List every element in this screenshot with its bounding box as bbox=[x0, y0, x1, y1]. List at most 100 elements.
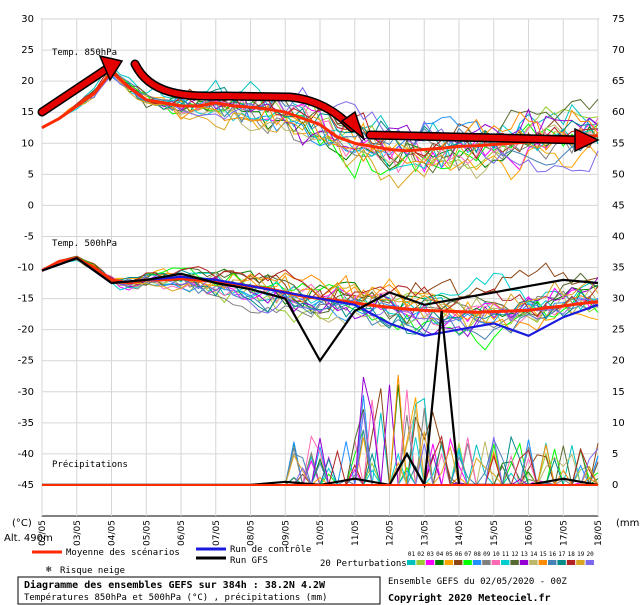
right-tick-label: 25 bbox=[612, 325, 625, 336]
perturbation-swatch bbox=[472, 560, 482, 565]
perturbation-id: 05 bbox=[445, 551, 453, 558]
right-unit-label: (mm) bbox=[616, 518, 640, 529]
right-tick-label: 0 bbox=[612, 480, 618, 491]
x-tick-label: 09/05 bbox=[281, 520, 291, 546]
right-tick-label: 10 bbox=[612, 418, 625, 429]
arrow-stable bbox=[367, 132, 583, 143]
x-tick-label: 07/05 bbox=[212, 520, 222, 546]
x-tick-label: 14/05 bbox=[455, 520, 465, 546]
right-tick-label: 55 bbox=[612, 138, 625, 149]
x-tick-label: 15/05 bbox=[490, 520, 500, 546]
perturbation-id: 18 bbox=[568, 551, 576, 558]
perturbation-id: 08 bbox=[474, 551, 482, 558]
perturbation-swatch bbox=[566, 560, 576, 565]
right-tick-label: 40 bbox=[612, 231, 625, 242]
arrow-fall-head bbox=[340, 110, 366, 142]
perturbation-id: 16 bbox=[549, 551, 557, 558]
perturbation-id: 07 bbox=[464, 551, 472, 558]
perturbation-id: 04 bbox=[436, 551, 444, 558]
chart-title: Diagramme des ensembles GEFS sur 384h : … bbox=[24, 579, 326, 591]
x-tick-label: 02/05 bbox=[38, 520, 48, 546]
perturbation-swatch bbox=[529, 560, 538, 565]
perturbation-swatch bbox=[407, 560, 416, 565]
left-tick-label: -10 bbox=[18, 263, 34, 274]
legend-control-label: Run de contrôle bbox=[230, 544, 311, 555]
arrow-stable-head bbox=[574, 127, 600, 153]
x-tick-label: 03/05 bbox=[73, 520, 83, 546]
x-tick-label: 17/05 bbox=[559, 520, 569, 546]
perturbation-id: 06 bbox=[455, 551, 463, 558]
left-tick-label: 30 bbox=[21, 14, 34, 25]
perturbation-swatch bbox=[557, 560, 566, 565]
x-tick-label: 04/05 bbox=[108, 520, 118, 546]
arrow-fall bbox=[132, 61, 355, 131]
series-line-0 bbox=[41, 69, 599, 153]
perturbation-id: 03 bbox=[427, 551, 435, 558]
left-unit-label: (°C) bbox=[12, 518, 32, 529]
copyright-label: Copyright 2020 Meteociel.fr bbox=[388, 592, 551, 604]
x-tick-label: 13/05 bbox=[420, 520, 430, 546]
left-tick-label: 10 bbox=[21, 138, 34, 149]
left-tick-label: -30 bbox=[18, 387, 34, 398]
right-tick-label: 75 bbox=[612, 14, 625, 25]
left-tick-label: 15 bbox=[21, 107, 34, 118]
perturbation-swatch bbox=[510, 560, 519, 565]
perturbation-id: 20 bbox=[586, 551, 594, 558]
right-tick-label: 35 bbox=[612, 263, 625, 274]
left-tick-label: 25 bbox=[21, 45, 34, 56]
perturbation-500-line bbox=[41, 257, 599, 335]
legend-mean-label: Moyenne des scénarios bbox=[66, 547, 180, 558]
right-tick-label: 65 bbox=[612, 76, 625, 87]
perturbation-swatch bbox=[576, 560, 585, 565]
arrow-rise-head bbox=[98, 54, 124, 82]
perturbation-swatch bbox=[444, 560, 453, 565]
left-tick-label: 0 bbox=[28, 200, 34, 211]
right-tick-label: 45 bbox=[612, 200, 625, 211]
perturbation-id: 17 bbox=[558, 551, 566, 558]
perturbation-swatch bbox=[548, 560, 557, 565]
perturbation-swatch bbox=[585, 560, 594, 565]
perturbation-swatch bbox=[454, 560, 463, 565]
x-tick-label: 10/05 bbox=[316, 520, 326, 546]
arrow-rise bbox=[39, 65, 111, 115]
left-tick-label: 20 bbox=[21, 76, 34, 87]
left-tick-label: -25 bbox=[18, 356, 34, 367]
perturbation-swatch bbox=[538, 560, 547, 565]
x-tick-label: 12/05 bbox=[386, 520, 396, 546]
perturbation-swatch bbox=[463, 560, 472, 565]
series-line-3 bbox=[41, 256, 599, 363]
x-tick-label: 05/05 bbox=[142, 520, 152, 546]
perturbation-id: 01 bbox=[408, 551, 416, 558]
right-tick-label: 30 bbox=[612, 294, 625, 305]
perturbation-swatch bbox=[425, 560, 435, 565]
altitude-label: Alt. 490m bbox=[4, 533, 53, 544]
legend-perturbations-label: 20 Perturbations bbox=[320, 559, 407, 569]
right-tick-label: 60 bbox=[612, 107, 625, 118]
left-tick-label: -45 bbox=[18, 480, 34, 491]
perturbation-id: 15 bbox=[539, 551, 547, 558]
right-tick-label: 70 bbox=[612, 45, 625, 56]
legend-snow-label: Risque neige bbox=[60, 566, 125, 576]
snowflake-icon: ❄ bbox=[46, 565, 52, 575]
right-tick-label: 50 bbox=[612, 169, 625, 180]
perturbation-swatch bbox=[519, 560, 529, 565]
x-tick-label: 18/05 bbox=[594, 520, 604, 546]
perturbation-id: 10 bbox=[492, 551, 500, 558]
right-tick-label: 15 bbox=[612, 387, 625, 398]
x-tick-label: 11/05 bbox=[351, 520, 361, 546]
panel-label-precip: Précipitations bbox=[52, 459, 128, 470]
left-tick-label: 5 bbox=[28, 169, 34, 180]
perturbation-swatch bbox=[482, 560, 491, 565]
perturbation-swatch bbox=[416, 560, 425, 565]
perturbation-id: 13 bbox=[521, 551, 529, 558]
left-tick-label: -20 bbox=[18, 325, 34, 336]
perturbation-id: 12 bbox=[511, 551, 519, 558]
perturbation-swatch bbox=[435, 560, 444, 565]
x-tick-label: 08/05 bbox=[247, 520, 257, 546]
left-tick-label: -35 bbox=[18, 418, 34, 429]
title-box bbox=[17, 576, 381, 605]
x-tick-label: 16/05 bbox=[525, 520, 535, 546]
perturbation-500-line bbox=[41, 258, 599, 329]
